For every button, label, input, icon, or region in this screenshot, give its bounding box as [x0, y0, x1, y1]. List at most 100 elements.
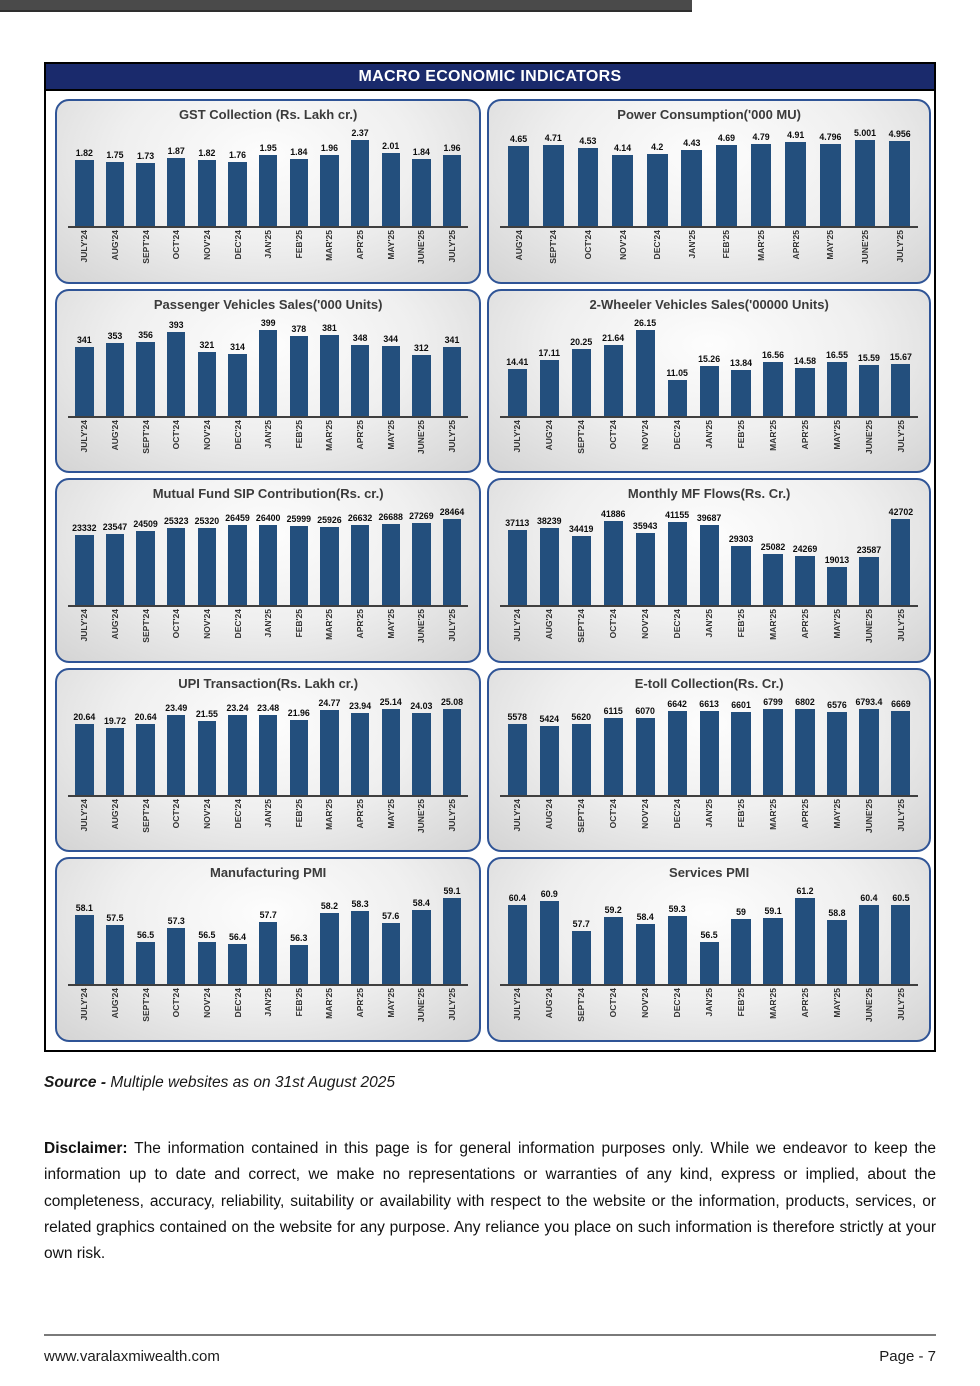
x-axis-label-text: FEB'25: [293, 230, 304, 259]
x-axis-label-text: JULY'25: [895, 988, 906, 1021]
x-axis-labels: JULY'24 AUG'24 SEPT'24 OCT'24 NOV'24 DEC'24 JA…: [493, 988, 925, 1038]
x-axis-label-text: JUNE'25: [416, 988, 427, 1023]
x-axis-label-text: MAR'25: [768, 988, 779, 1020]
bar-value-label: 312: [414, 342, 429, 353]
bar: [667, 710, 687, 795]
x-axis-label-text: AUG'24: [109, 419, 120, 450]
x-axis-label-text: MAR'25: [756, 230, 767, 261]
bar: [571, 348, 591, 416]
x-axis-label-text: SEPT'24: [140, 230, 151, 264]
bar: [442, 898, 462, 985]
bar-column: 24269: [789, 544, 821, 606]
x-axis-label: JUNE'25: [406, 230, 437, 280]
bar-value-label: 6576: [827, 699, 847, 710]
bar: [75, 723, 94, 795]
bar-column: 4.53: [571, 136, 606, 226]
bar-value-label: 13.84: [730, 357, 753, 368]
x-axis-label: NOV'24: [192, 230, 223, 280]
bar-value-label: 28464: [439, 507, 465, 518]
bar: [891, 710, 911, 795]
bar: [136, 942, 155, 985]
x-axis-line: [68, 794, 469, 797]
x-axis-label-text: SEPT'24: [576, 988, 587, 1023]
bar-column: 4.2: [640, 142, 675, 226]
x-axis-label-text: NOV'24: [640, 988, 651, 1019]
x-axis-label: OCT'24: [597, 799, 629, 849]
bar-value-label: 60.5: [892, 893, 910, 904]
x-axis-label-text: APR'25: [800, 798, 810, 829]
x-axis-label: SEPT'24: [130, 799, 161, 849]
bar: [381, 345, 400, 416]
bar: [258, 155, 278, 226]
x-axis-label-text: JULY'25: [894, 230, 905, 263]
x-axis-label: JULY'24: [501, 799, 533, 849]
x-axis-label-text: APR'25: [790, 230, 801, 260]
chart-plot-area: 23332 23547 24509 25323 25320 26459 26400 25999…: [61, 503, 475, 606]
bar-value-label: 5620: [571, 711, 591, 722]
x-axis-label: FEB'25: [283, 609, 314, 659]
bar: [320, 709, 339, 795]
bar: [412, 159, 431, 226]
x-axis-label-text: MAY'25: [385, 988, 396, 1018]
bar: [350, 140, 370, 226]
x-axis-label: DEC'24: [222, 988, 253, 1038]
x-axis-label: OCT'24: [161, 230, 192, 280]
bar: [289, 526, 308, 606]
x-axis-label-text: NOV'24: [617, 230, 628, 260]
x-axis-label: APR'25: [345, 988, 376, 1038]
x-axis-label-text: JULY'25: [447, 230, 457, 263]
bar-value-label: 23.49: [165, 702, 188, 713]
x-axis-labels: JULY'24 AUG'24 SEPT'24 OCT'24 NOV'24 DEC'24 JA…: [493, 420, 925, 470]
chart-panel-upi-transaction: UPI Transaction(Rs. Lakh cr.) 20.64 19.72 2…: [55, 667, 482, 853]
x-axis-label: OCT'24: [161, 988, 192, 1038]
bar-value-label: 26459: [225, 513, 250, 524]
bar-value-label: 1.95: [259, 143, 277, 153]
bar-column: 60.4: [853, 893, 885, 985]
chart-panel-e-toll-collection: E-toll Collection(Rs. Cr.) 5578 5424 5620 61…: [487, 667, 931, 853]
x-axis-label-text: JUNE'25: [860, 230, 871, 265]
x-axis-label-text: NOV'24: [640, 798, 651, 829]
x-axis-label: JAN'25: [675, 230, 710, 280]
bar-column: 25323: [161, 516, 192, 606]
bar: [320, 334, 339, 416]
x-axis-label-text: APR'25: [355, 609, 366, 639]
bar: [105, 162, 125, 226]
bar-value-label: 15.59: [857, 352, 880, 363]
bar-column: 6115: [597, 706, 629, 795]
bar-column: 11.05: [661, 368, 693, 416]
x-axis-label: OCT'24: [161, 420, 192, 470]
bar-column: 4.71: [536, 133, 571, 226]
bar: [731, 369, 751, 416]
bar: [859, 557, 879, 606]
x-axis-label: JULY'24: [501, 988, 533, 1038]
bar-column: 57.7: [565, 919, 597, 985]
x-axis-label-text: AUG'24: [109, 230, 120, 261]
x-axis-label-text: JULY'24: [512, 798, 523, 832]
x-axis-label: MAR'25: [314, 988, 345, 1038]
bar: [763, 361, 783, 416]
bar-value-label: 4.796: [819, 132, 842, 142]
x-axis-label-text: JULY'24: [512, 988, 523, 1021]
x-axis-label: MAY'25: [375, 230, 406, 280]
x-axis-label-text: JULY'24: [79, 419, 90, 453]
bar-column: 378: [283, 324, 314, 416]
chart-panel-power-consumption: Power Consumption('000 MU) 4.65 4.71 4.53 4.…: [487, 99, 931, 284]
bar-column: 29303: [725, 534, 757, 606]
bar: [442, 519, 462, 606]
x-axis-label: JAN'25: [253, 988, 284, 1038]
bar-value-label: 29303: [728, 534, 754, 545]
x-axis-label: JUNE'25: [848, 230, 883, 280]
bar: [381, 923, 400, 985]
bar: [539, 725, 559, 795]
x-axis-label: NOV'24: [629, 420, 661, 470]
bar: [635, 329, 655, 416]
bar-column: 4.43: [675, 138, 710, 226]
bar-column: 60.9: [533, 889, 565, 985]
bar: [136, 531, 155, 606]
x-axis-label-text: JULY'25: [447, 988, 457, 1021]
bar-value-label: 5578: [507, 711, 528, 722]
x-axis-label-text: JULY'25: [895, 609, 906, 642]
x-axis-label-text: MAY'25: [385, 230, 396, 260]
x-axis-label: DEC'24: [222, 799, 253, 849]
bar-value-label: 59.1: [764, 906, 782, 917]
